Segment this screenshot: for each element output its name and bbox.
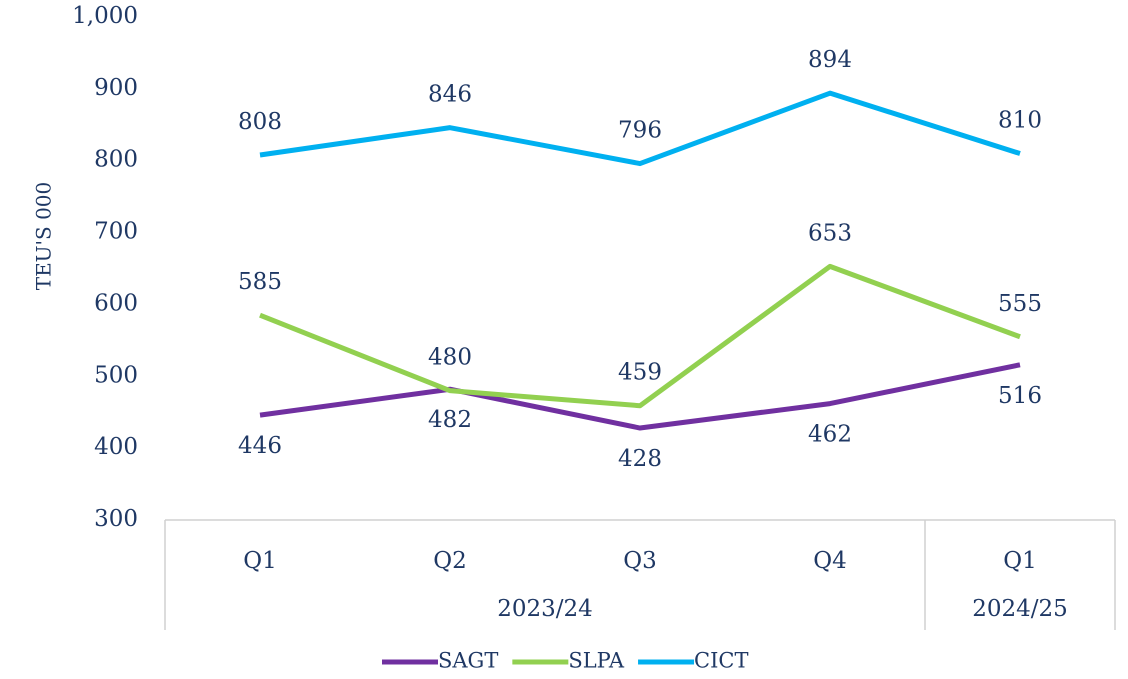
legend-label: CICT <box>694 649 748 673</box>
y-tick-label: 600 <box>94 290 138 316</box>
series-line <box>259 263 1021 409</box>
group-label: 2023/24 <box>497 596 593 622</box>
data-label: 653 <box>808 220 852 246</box>
y-tick-label: 1,000 <box>72 3 138 29</box>
x-tick-label: Q1 <box>1003 548 1037 574</box>
x-tick-label: Q3 <box>623 548 657 574</box>
x-tick-label: Q4 <box>813 548 847 574</box>
data-label: 555 <box>998 291 1042 317</box>
y-tick-label: 300 <box>94 506 138 532</box>
data-label: 810 <box>998 108 1042 134</box>
y-tick-label: 400 <box>94 434 138 460</box>
data-label: 846 <box>428 82 472 108</box>
series-line <box>259 362 1021 431</box>
data-label: 796 <box>618 118 662 144</box>
y-tick-label: 900 <box>94 75 138 101</box>
data-label: 446 <box>238 433 282 459</box>
x-tick-label: Q1 <box>243 548 277 574</box>
legend-label: SAGT <box>438 649 498 673</box>
legend-label: SLPA <box>568 649 625 673</box>
x-tick-label: Q2 <box>433 548 467 574</box>
y-axis-label: TEU'S 000 <box>32 182 56 291</box>
data-label: 585 <box>238 269 282 295</box>
series-line <box>259 90 1021 167</box>
y-tick-label: 800 <box>94 147 138 173</box>
data-label: 808 <box>238 109 282 135</box>
group-label: 2024/25 <box>972 596 1068 622</box>
data-label: 428 <box>618 446 662 472</box>
data-label: 480 <box>428 345 472 371</box>
data-label: 459 <box>618 360 662 386</box>
data-label: 482 <box>428 407 472 433</box>
data-label: 894 <box>808 47 852 73</box>
y-tick-label: 500 <box>94 362 138 388</box>
data-label: 462 <box>808 422 852 448</box>
y-tick-label: 700 <box>94 219 138 245</box>
data-label: 516 <box>998 383 1042 409</box>
